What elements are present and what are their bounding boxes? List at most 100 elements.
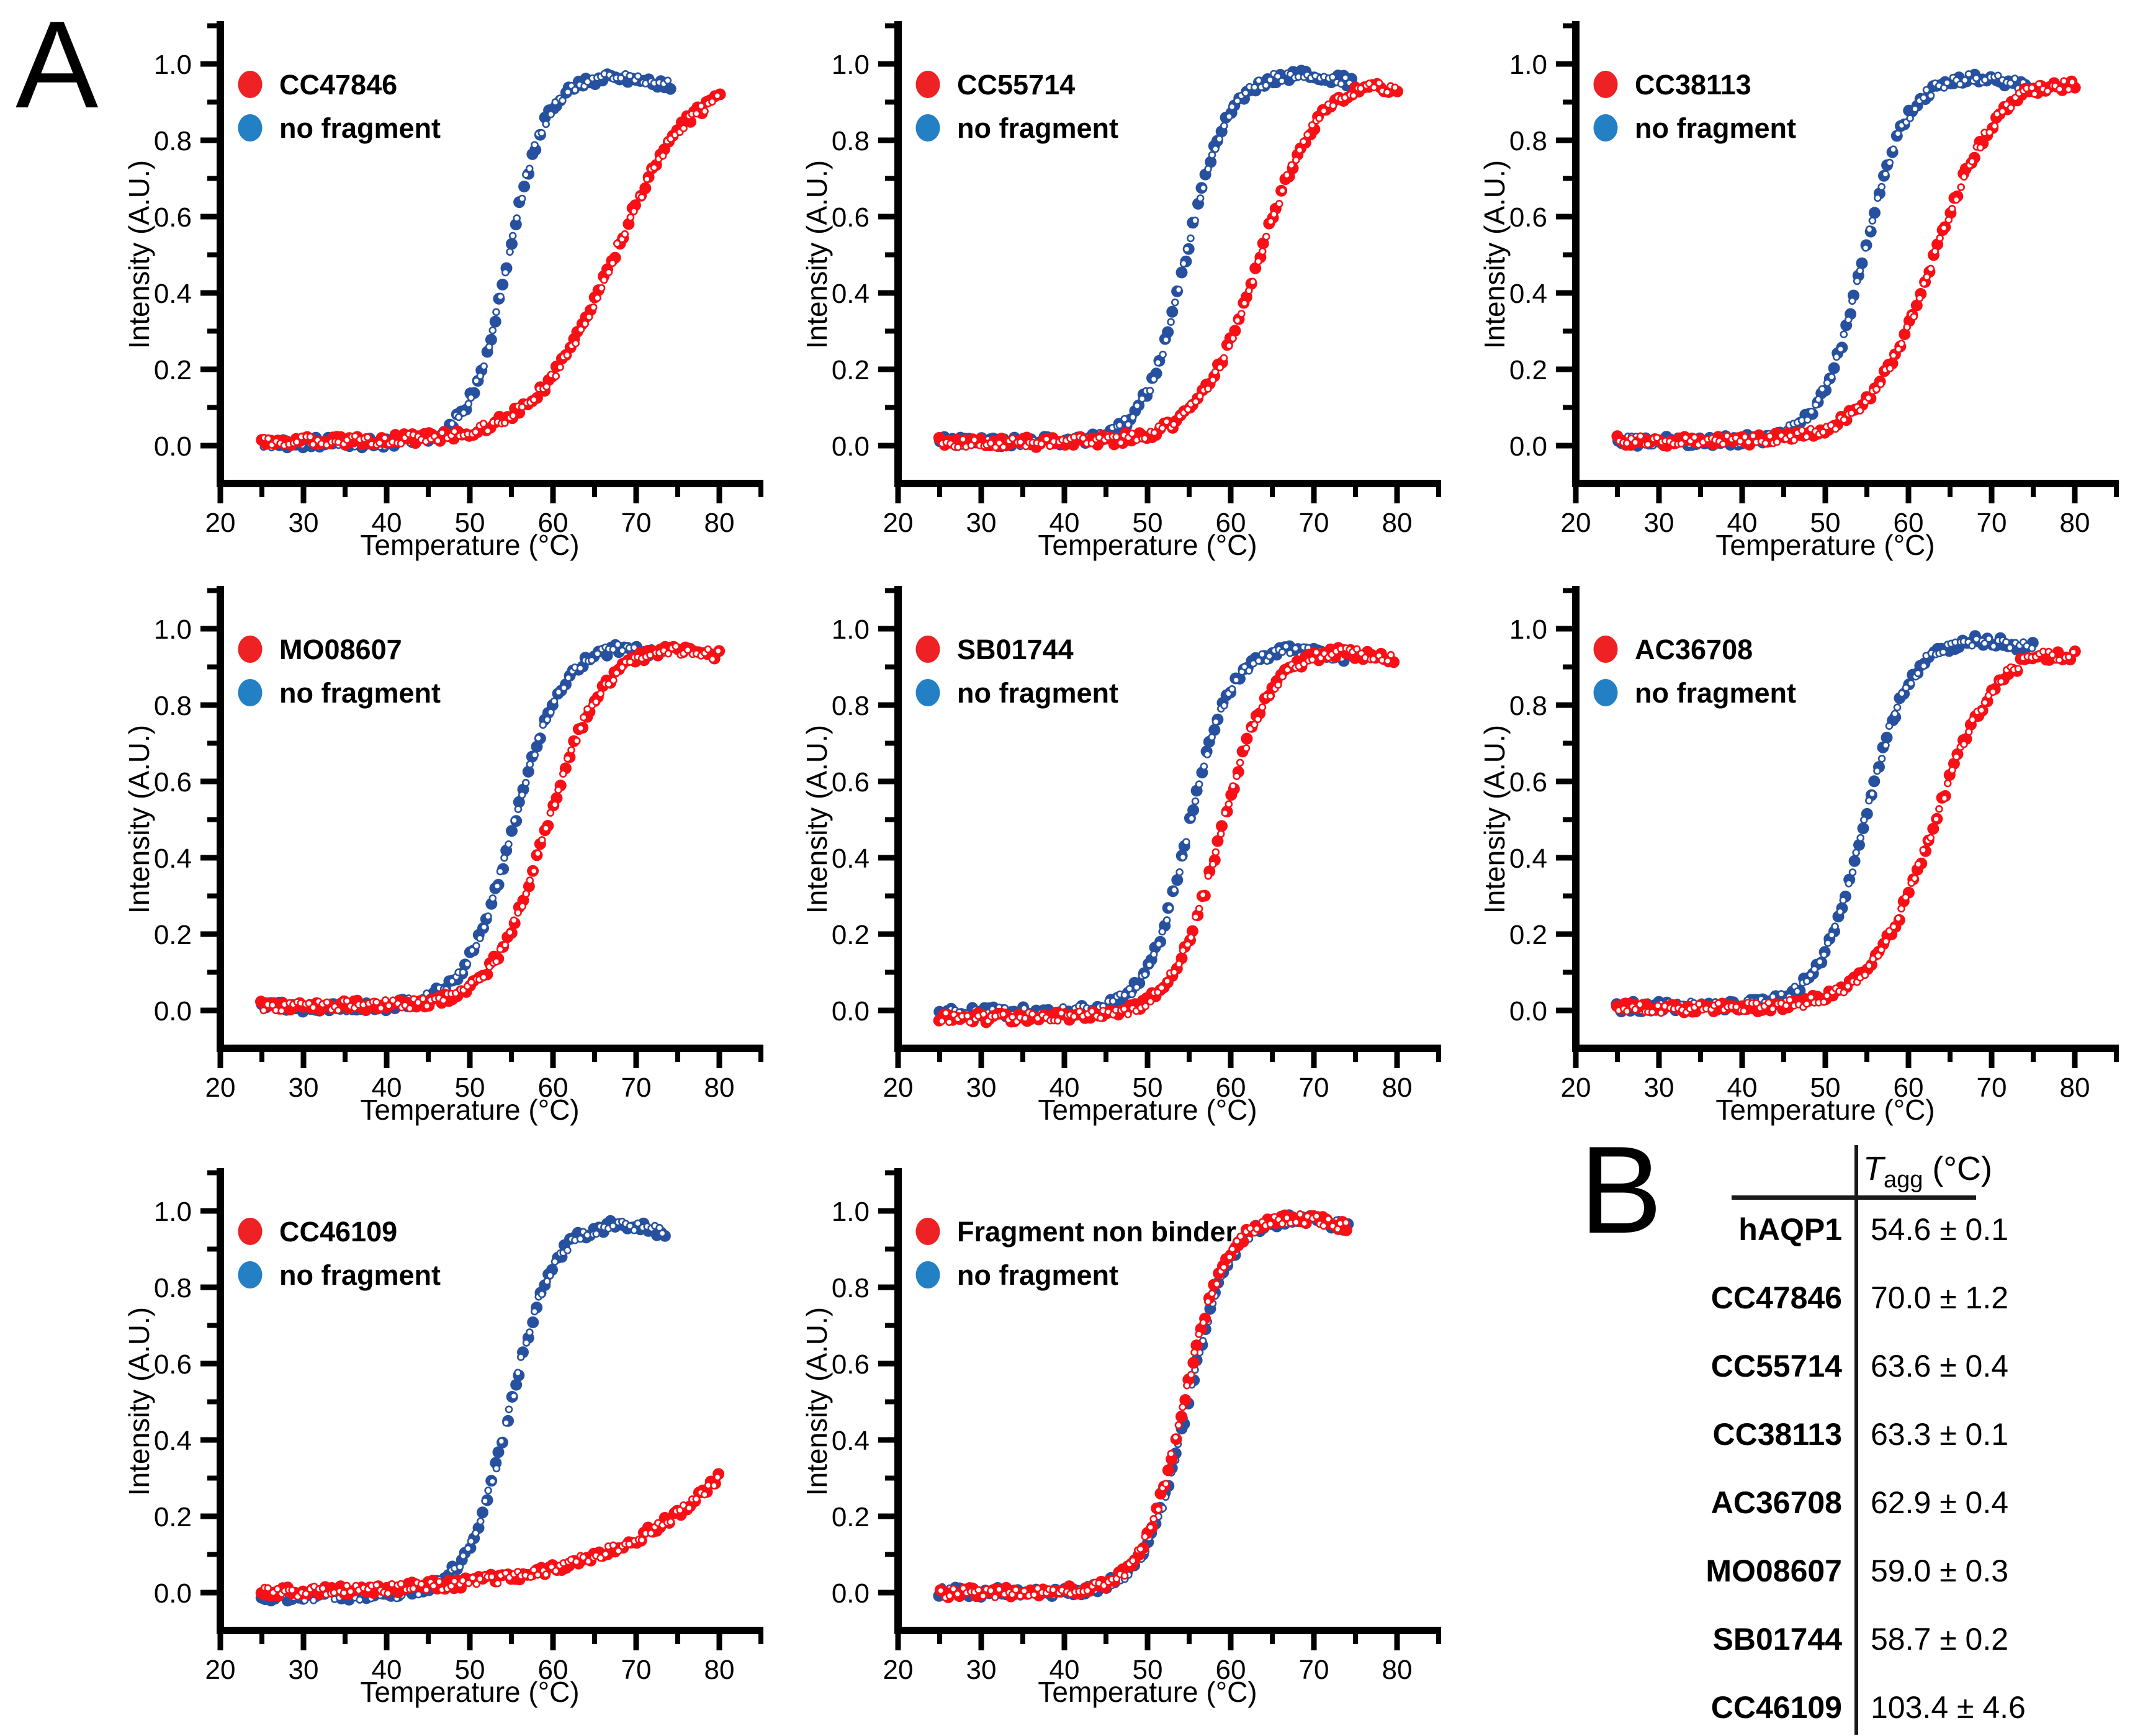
x-tick-label: 60: [538, 1073, 569, 1103]
y-tick-label: 0.6: [832, 202, 870, 233]
y-minor-tick: [885, 1323, 894, 1328]
y-axis-line: [894, 21, 902, 487]
x-minor-tick: [1698, 1052, 1703, 1062]
x-tick-label: 80: [1382, 1655, 1413, 1685]
y-major-tick: [200, 214, 217, 220]
x-tick-label: 50: [1133, 1073, 1163, 1103]
x-axis-title: Temperature (°C): [1715, 529, 1935, 561]
x-major-tick: [1656, 1052, 1662, 1068]
x-major-tick: [633, 1634, 639, 1650]
y-minor-tick: [207, 1475, 217, 1481]
y-major-tick: [200, 1284, 217, 1290]
y-major-tick: [1556, 214, 1572, 220]
y-axis-line: [894, 586, 902, 1052]
x-minor-tick: [343, 1634, 348, 1644]
y-minor-tick: [885, 1246, 894, 1252]
x-major-tick: [1061, 1634, 1068, 1650]
x-tick-label: 60: [538, 508, 569, 538]
y-major-tick: [878, 61, 894, 67]
x-minor-tick: [1270, 1634, 1275, 1644]
y-tick-label: 0.8: [154, 126, 192, 156]
y-tick-label: 0.2: [154, 920, 192, 950]
y-axis-title: Intensity (A.U.): [801, 725, 833, 914]
x-axis-title: Temperature (°C): [1038, 1094, 1257, 1126]
y-tick-label: 0.8: [832, 1273, 870, 1303]
y-major-tick: [200, 778, 217, 785]
table-vertical-rule: [1854, 1145, 1858, 1735]
y-axis-line: [217, 1168, 224, 1634]
y-minor-tick: [885, 99, 894, 105]
y-major-tick: [200, 855, 217, 861]
legend-blue-dot-icon: [915, 679, 940, 706]
x-major-tick: [716, 1634, 722, 1650]
legend-red-dot-icon: [238, 636, 263, 663]
x-major-tick: [300, 1052, 307, 1068]
legend-red-dot-icon: [915, 71, 940, 98]
x-major-tick: [1739, 1052, 1745, 1068]
y-tick-label: 1.0: [1509, 50, 1547, 80]
x-tick-label: 30: [289, 508, 319, 538]
y-major-tick: [878, 1284, 894, 1290]
y-major-tick: [1556, 1007, 1572, 1014]
x-major-tick: [1228, 1634, 1234, 1650]
x-minor-tick: [1698, 487, 1703, 497]
y-major-tick: [1556, 61, 1572, 67]
x-tick-label: 70: [1977, 1073, 2007, 1103]
y-tick-label: 0.8: [154, 1273, 192, 1303]
x-minor-tick: [2114, 1052, 2119, 1062]
legend-label: no fragment: [279, 677, 441, 709]
x-tick-label: 70: [1299, 508, 1329, 538]
legend-blue-dot-icon: [1593, 114, 1618, 142]
x-major-tick: [716, 487, 722, 503]
x-major-tick: [1905, 487, 1912, 503]
y-major-tick: [200, 931, 217, 937]
y-axis-title: Intensity (A.U.): [123, 1307, 155, 1496]
y-minor-tick: [885, 588, 894, 593]
x-axis-title: Temperature (°C): [1038, 1676, 1257, 1708]
x-tick-label: 30: [966, 1655, 997, 1685]
legend-red-dot-icon: [915, 1218, 940, 1245]
y-minor-tick: [207, 328, 217, 334]
y-tick-label: 0.0: [1509, 996, 1547, 1027]
x-tick-label: 20: [1561, 508, 1591, 538]
x-minor-tick: [343, 1052, 348, 1062]
y-axis-line: [1572, 586, 1580, 1052]
legend-red-dot-icon: [915, 636, 940, 663]
legend-label: no fragment: [957, 112, 1118, 144]
y-major-tick: [878, 214, 894, 220]
y-tick-label: 0.4: [154, 843, 192, 874]
x-tick-label: 70: [1299, 1073, 1329, 1103]
x-minor-tick: [592, 1052, 597, 1062]
table-row: CC47846 70.0 ± 1.2: [1490, 1280, 2135, 1324]
x-minor-tick: [343, 487, 348, 497]
x-minor-tick: [1864, 487, 1869, 497]
x-tick-label: 60: [1894, 508, 1924, 538]
y-tick-label: 0.6: [1509, 767, 1547, 798]
y-tick-label: 0.4: [154, 1426, 192, 1456]
series-red-open: [1615, 77, 2076, 449]
x-tick-label: 40: [372, 1073, 402, 1103]
x-tick-label: 80: [1382, 508, 1413, 538]
x-tick-label: 80: [2060, 508, 2090, 538]
x-major-tick: [1394, 1052, 1400, 1068]
x-major-tick: [1394, 1634, 1400, 1650]
legend-blue-dot-icon: [1593, 679, 1618, 706]
table-row: CC46109 103.4 ± 4.6: [1490, 1689, 2135, 1734]
x-minor-tick: [1020, 1634, 1025, 1644]
x-axis-line: [894, 480, 1441, 487]
y-tick-label: 0.4: [832, 279, 870, 309]
y-major-tick: [1556, 931, 1572, 937]
y-minor-tick: [207, 740, 217, 746]
y-minor-tick: [885, 23, 894, 29]
y-major-tick: [200, 702, 217, 708]
x-tick-label: 20: [205, 508, 236, 538]
x-tick-label: 20: [205, 1655, 236, 1685]
y-major-tick: [1556, 778, 1572, 785]
y-tick-label: 0.2: [1509, 920, 1547, 950]
y-minor-tick: [885, 328, 894, 334]
y-axis-line: [894, 1168, 902, 1634]
x-minor-tick: [1353, 1052, 1358, 1062]
y-major-tick: [200, 1360, 217, 1367]
y-axis-line: [217, 586, 224, 1052]
x-tick-label: 40: [1727, 1073, 1758, 1103]
